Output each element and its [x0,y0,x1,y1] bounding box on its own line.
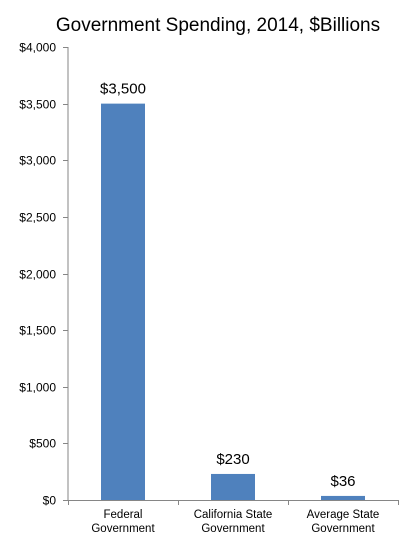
y-axis: $0 $500 $1,000 $1,500 $2,000 $2,500 $3,000 $3,5… [19,41,69,508]
x-tick-label: Federal Government [91,509,155,535]
x-tick-label-line: California State [194,509,273,521]
y-tick-label: $1,000 [19,381,56,395]
y-tick-label: $0 [43,494,57,508]
x-tick-label-line: Average State [307,509,380,521]
data-label: $230 [216,451,249,468]
bar [211,473,255,500]
y-tick-label: $500 [29,437,56,451]
bars [101,103,365,500]
chart-title: Government Spending, 2014, $Billions [56,15,380,36]
y-tick-label: $4,000 [19,41,56,55]
bar [321,495,365,500]
data-labels: $3,500 $230 $36 [100,81,355,490]
y-tick-label: $3,000 [19,154,56,168]
x-tick-label-line: Government [91,523,155,535]
x-tick-label-line: Government [201,523,265,535]
y-tick-label: $2,000 [19,268,56,282]
y-tick-label: $2,500 [19,211,56,225]
x-tick-label-line: Government [311,523,375,535]
data-label: $3,500 [100,81,146,98]
y-tick-label: $1,500 [19,324,56,338]
x-tick-label: California State Government [194,509,273,535]
bar [101,103,145,500]
y-tick-label: $3,500 [19,98,56,112]
data-label: $36 [330,473,355,490]
x-tick-label-line: Federal [104,509,143,521]
x-tick-label: Average State Government [307,509,380,535]
x-axis: Federal Government California State Governm… [68,500,399,535]
